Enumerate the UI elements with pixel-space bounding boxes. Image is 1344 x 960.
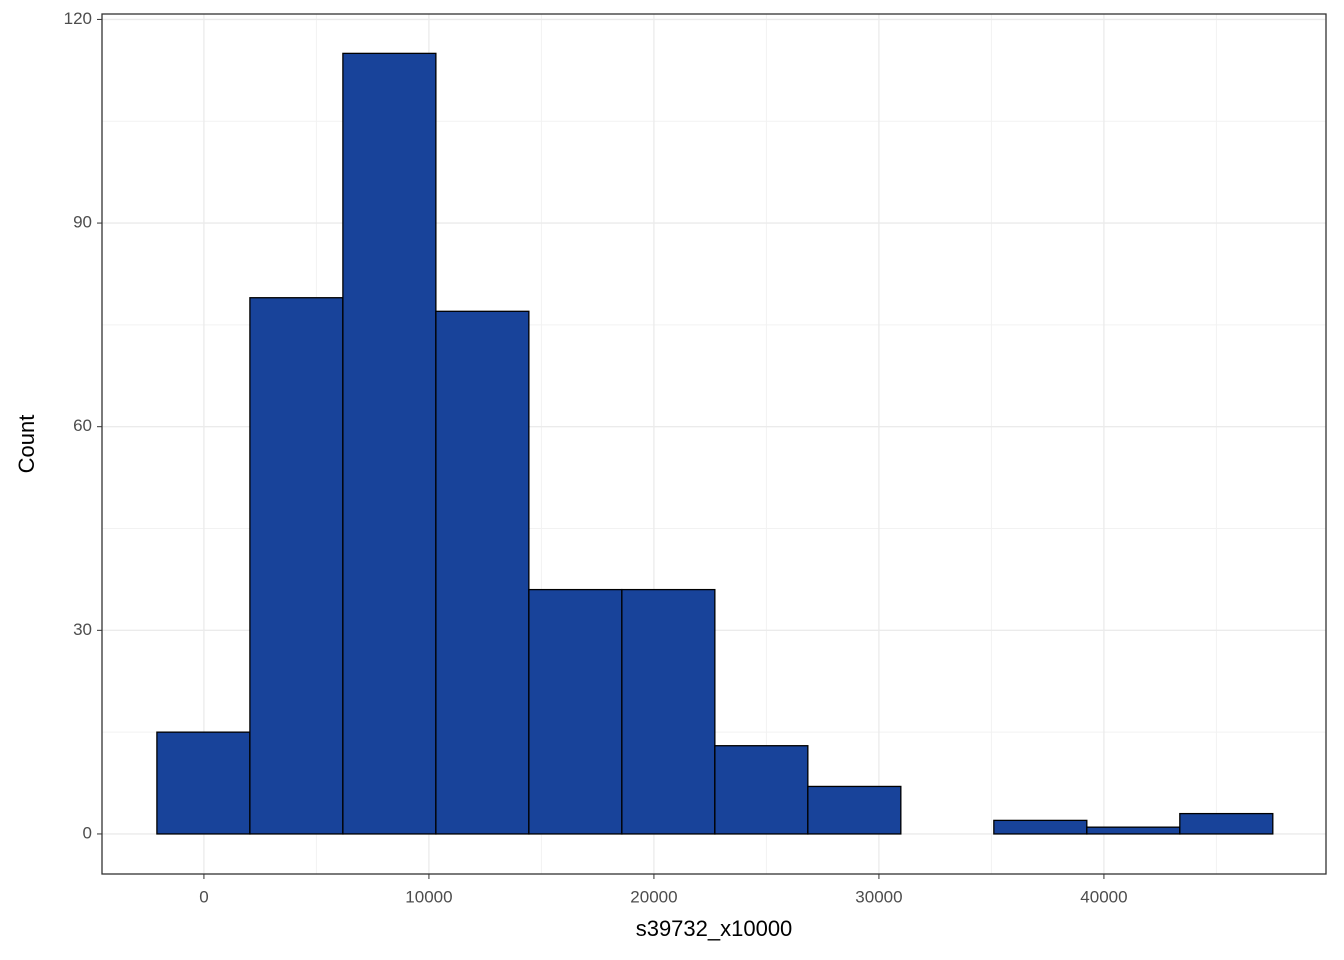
x-tick-label: 20000: [630, 887, 677, 906]
bar: [156, 731, 251, 835]
bar: [993, 819, 1088, 835]
y-tick-label: 0: [83, 823, 92, 842]
plot-border: [101, 13, 1327, 875]
bar: [342, 52, 437, 835]
bar: [807, 785, 902, 835]
bar: [1179, 812, 1274, 835]
bar: [1086, 826, 1181, 835]
y-axis-title: Count: [14, 415, 39, 474]
x-tick-label: 30000: [855, 887, 902, 906]
y-tick-label: 30: [73, 620, 92, 639]
bar: [714, 745, 809, 835]
x-axis-title: s39732_x10000: [636, 916, 793, 941]
bar: [249, 297, 344, 835]
bar: [621, 588, 716, 835]
bar: [528, 588, 623, 835]
bar: [435, 310, 530, 835]
x-tick-label: 10000: [405, 887, 452, 906]
y-tick-label: 120: [64, 9, 92, 28]
y-tick-label: 60: [73, 416, 92, 435]
x-tick-label: 40000: [1080, 887, 1127, 906]
y-tick-label: 90: [73, 213, 92, 232]
x-tick-label: 0: [199, 887, 208, 906]
